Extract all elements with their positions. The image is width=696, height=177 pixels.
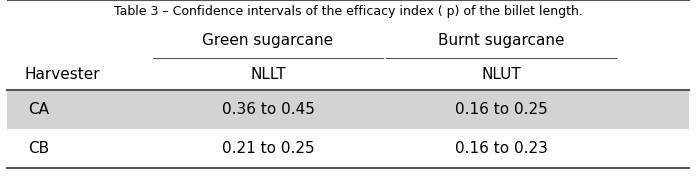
Text: Burnt sugarcane: Burnt sugarcane: [438, 33, 564, 48]
Text: NLUT: NLUT: [481, 67, 521, 82]
Bar: [7, 90, 689, 129]
Text: 0.16 to 0.25: 0.16 to 0.25: [454, 102, 548, 117]
Text: Harvester: Harvester: [25, 67, 100, 82]
Text: NLLT: NLLT: [250, 67, 286, 82]
Text: 0.16 to 0.23: 0.16 to 0.23: [454, 141, 548, 156]
Text: Green sugarcane: Green sugarcane: [203, 33, 333, 48]
Text: Table 3 – Confidence intervals of the efficacy index ( p) of the billet length.: Table 3 – Confidence intervals of the ef…: [113, 5, 583, 18]
Text: CB: CB: [28, 141, 49, 156]
Text: 0.21 to 0.25: 0.21 to 0.25: [221, 141, 315, 156]
Text: CA: CA: [28, 102, 49, 117]
Text: 0.36 to 0.45: 0.36 to 0.45: [221, 102, 315, 117]
